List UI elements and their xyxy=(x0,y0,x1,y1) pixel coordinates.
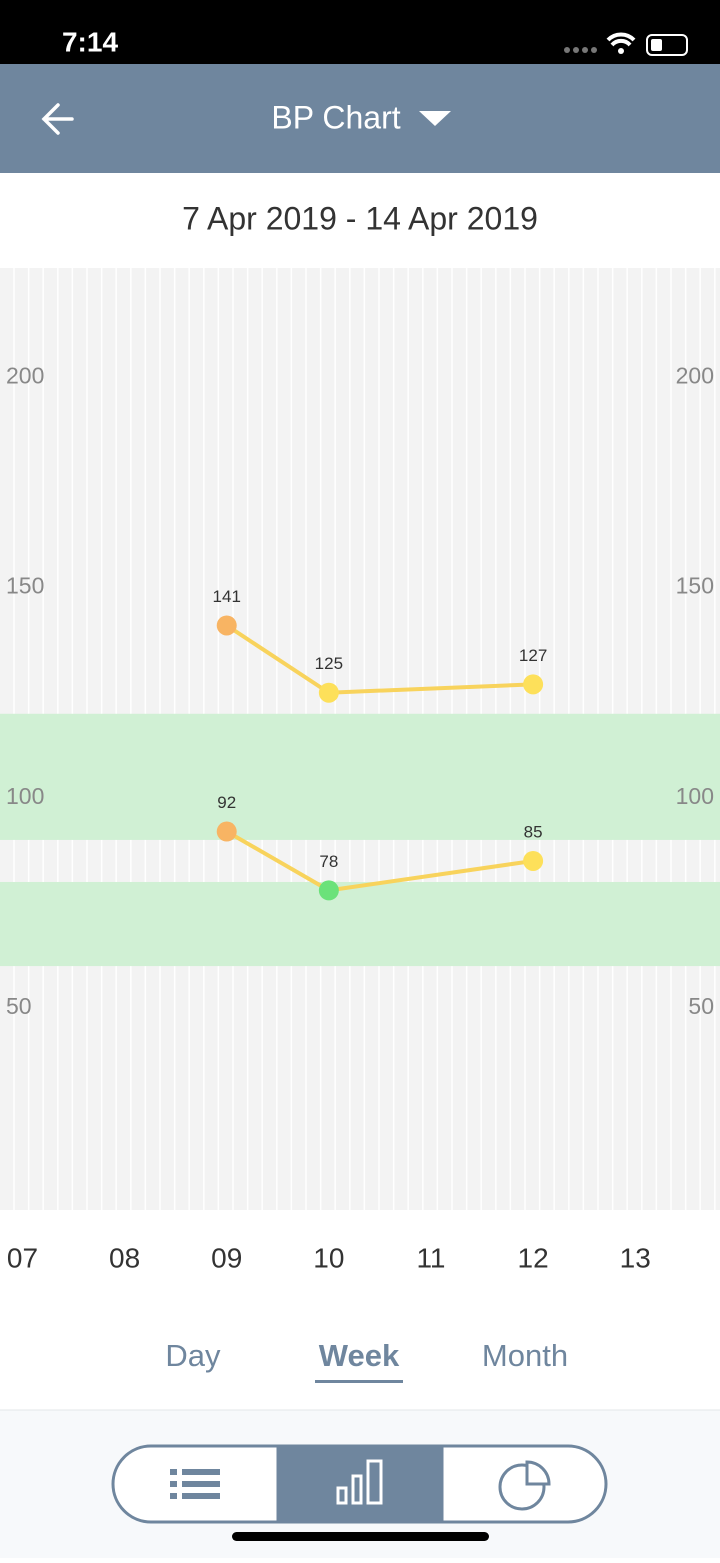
x-tick-label: 12 xyxy=(518,1242,549,1273)
y-tick-label: 150 xyxy=(6,573,44,599)
data-label: 127 xyxy=(519,646,547,665)
pie-view-button[interactable] xyxy=(498,1460,551,1511)
back-button[interactable] xyxy=(41,103,74,135)
dropdown-arrow[interactable] xyxy=(419,111,451,126)
y-tick-label: 200 xyxy=(676,362,714,388)
x-tick-label: 11 xyxy=(416,1242,445,1273)
x-tick-label: 09 xyxy=(211,1242,242,1273)
data-label: 78 xyxy=(319,852,338,871)
data-point xyxy=(216,821,237,842)
date-range: 7 Apr 2019 - 14 Apr 2019 xyxy=(182,200,538,236)
data-label: 125 xyxy=(315,654,343,673)
x-tick-label: 13 xyxy=(620,1242,651,1273)
y-tick-label: 100 xyxy=(6,783,44,809)
header-title[interactable]: BP Chart xyxy=(271,99,400,135)
status-bar xyxy=(0,0,720,64)
x-tick-label: 08 xyxy=(109,1242,140,1273)
x-tick-label: 07 xyxy=(7,1242,38,1273)
wifi-icon-dot xyxy=(618,48,624,54)
data-point xyxy=(523,674,544,695)
y-tick-label: 100 xyxy=(676,783,714,809)
data-point xyxy=(216,615,237,636)
normal-range-band xyxy=(0,713,720,840)
period-tab[interactable]: Week xyxy=(319,1338,400,1373)
y-tick-label: 50 xyxy=(688,993,714,1019)
bar-icon xyxy=(336,1459,383,1505)
wifi-icon xyxy=(606,32,636,47)
battery-icon xyxy=(646,34,688,56)
data-label: 141 xyxy=(213,587,241,606)
header xyxy=(0,64,720,173)
list-view-button[interactable] xyxy=(170,1469,220,1499)
active-tab-underline xyxy=(315,1380,403,1383)
y-tick-label: 150 xyxy=(676,573,714,599)
status-time: 7:14 xyxy=(62,26,118,57)
battery-level xyxy=(651,39,662,51)
data-label: 85 xyxy=(524,822,543,841)
x-tick-label: 10 xyxy=(313,1242,344,1273)
chart: 50 50 100 100 150 150 200 200 07 08 09 10 11 12 13 141 1… xyxy=(0,268,720,1273)
y-tick-label: 200 xyxy=(6,362,44,388)
home-indicator xyxy=(232,1532,489,1541)
data-point xyxy=(318,682,339,703)
data-label: 92 xyxy=(217,793,236,812)
data-point xyxy=(318,880,339,901)
signal-dots xyxy=(564,47,597,53)
data-point xyxy=(523,850,544,871)
period-tab[interactable]: Day xyxy=(165,1338,221,1373)
period-tab[interactable]: Month xyxy=(482,1338,568,1373)
y-tick-label: 50 xyxy=(6,993,32,1019)
normal-range-band xyxy=(0,881,720,967)
